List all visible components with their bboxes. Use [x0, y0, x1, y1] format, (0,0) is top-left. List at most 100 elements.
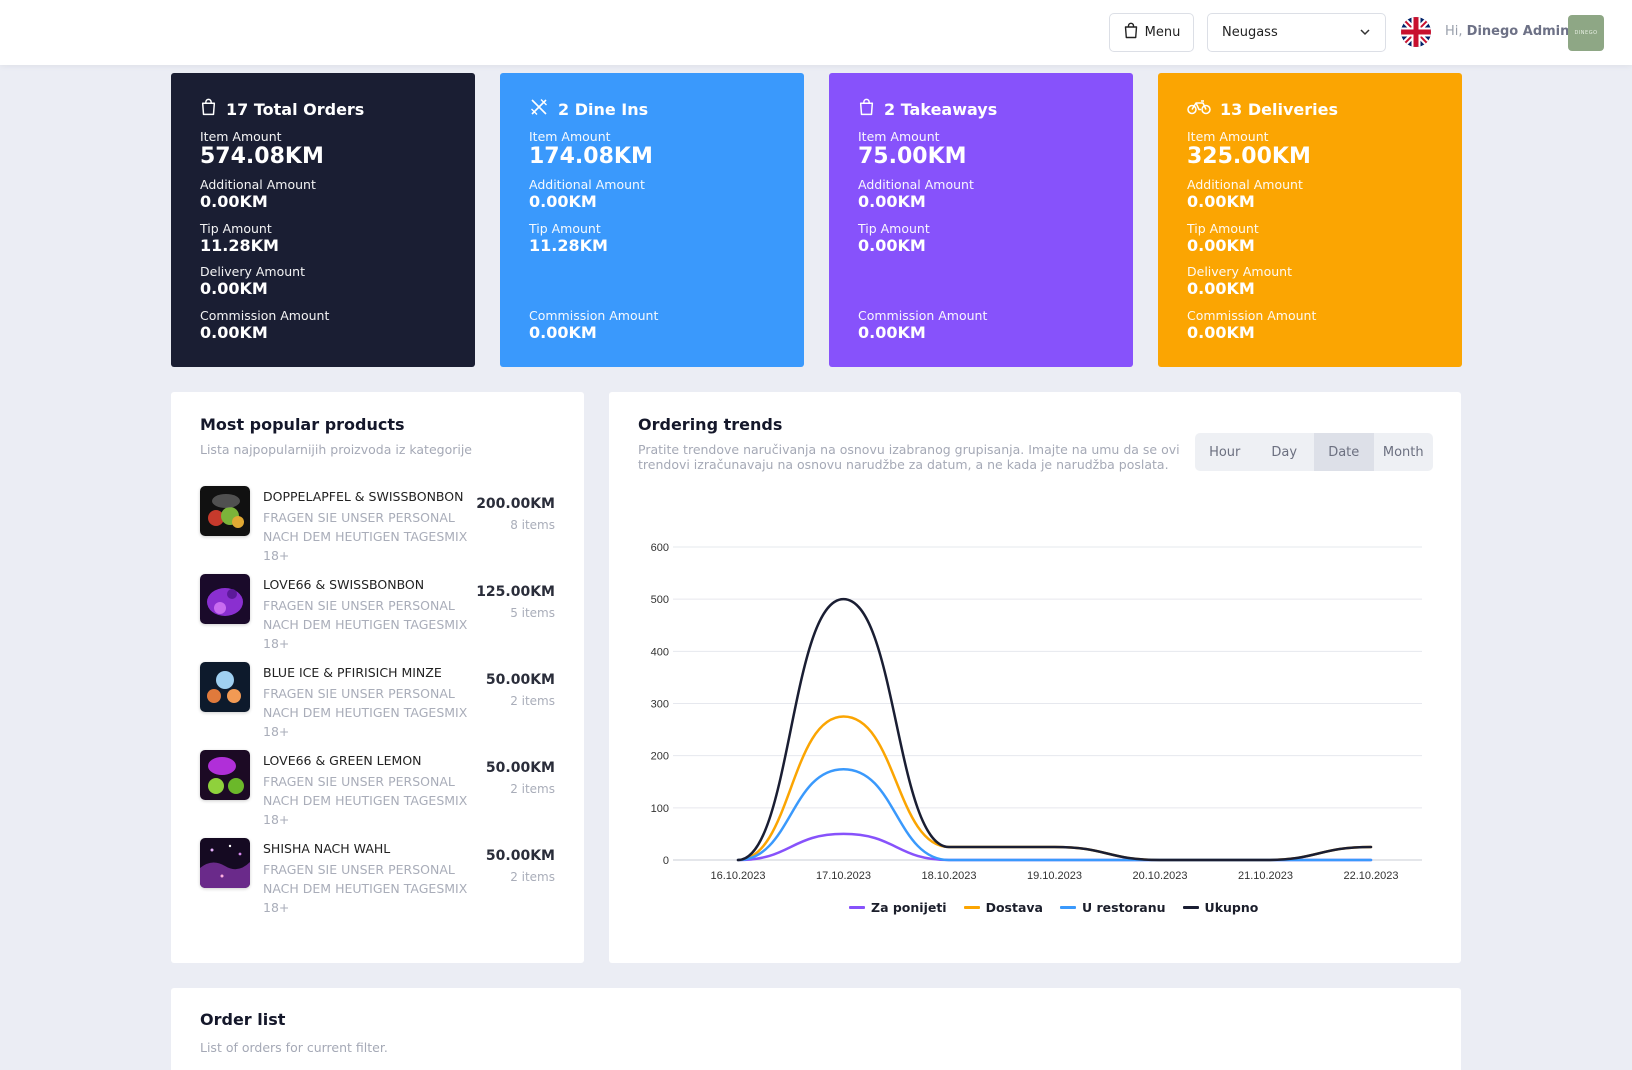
product-price: 50.00KM [485, 760, 555, 776]
panel-subtitle: List of orders for current filter. [200, 1040, 388, 1055]
legend-item[interactable]: Ukupno [1182, 900, 1259, 915]
shopping-bag-icon [858, 98, 875, 120]
additional-amount-label: Additional Amount [1187, 177, 1303, 192]
series-line-ukupno[interactable] [736, 597, 1373, 862]
additional-amount-value: 0.00KM [529, 192, 597, 211]
series-line-dostava[interactable] [736, 715, 1373, 862]
shopping-bag-icon [1123, 22, 1139, 43]
top-bar: Menu Neugass Hi, Dinego Admin DINEGO [0, 0, 1632, 65]
item-amount-value: 75.00KM [858, 144, 967, 169]
tip-amount-value: 11.28KM [200, 236, 279, 255]
y-tick-label: 200 [651, 751, 669, 763]
product-price: 50.00KM [485, 848, 555, 864]
product-image [200, 486, 250, 536]
product-item[interactable]: LOVE66 & SWISSBONBON FRAGEN SIE UNSER PE… [200, 574, 555, 651]
y-tick-label: 600 [651, 542, 669, 554]
item-amount-label: Item Amount [529, 129, 611, 144]
legend-label: Ukupno [1204, 900, 1259, 915]
product-quantity: 2 items [510, 870, 555, 884]
grouping-option-hour[interactable]: Hour [1209, 444, 1241, 460]
shopping-bag-icon [200, 98, 217, 120]
product-image [200, 838, 250, 888]
product-description: FRAGEN SIE UNSER PERSONAL NACH DEM HEUTI… [263, 862, 468, 915]
y-tick-label: 400 [651, 646, 669, 658]
commission-amount-value: 0.00KM [1187, 323, 1255, 342]
delivery-amount-value: 0.00KM [1187, 279, 1255, 298]
popular-products-panel: Most popular products Lista najpopularni… [171, 392, 584, 963]
additional-amount-value: 0.00KM [1187, 192, 1255, 211]
card-deliveries: 13 Deliveries Item Amount 325.00KM Addit… [1158, 73, 1462, 367]
greeting-prefix: Hi, [1445, 24, 1463, 39]
menu-button-label: Menu [1144, 25, 1181, 40]
product-item[interactable]: SHISHA NACH WAHL FRAGEN SIE UNSER PERSON… [200, 838, 555, 915]
product-quantity: 2 items [510, 782, 555, 796]
legend-swatch [1060, 906, 1076, 909]
tip-amount-label: Tip Amount [529, 221, 601, 236]
commission-amount-value: 0.00KM [200, 323, 268, 342]
tip-amount-value: 11.28KM [529, 236, 608, 255]
ordering-trends-panel: Ordering trends Pratite trendove naručiv… [609, 392, 1461, 963]
card-takeaways: 2 Takeaways Item Amount 75.00KM Addition… [829, 73, 1133, 367]
product-name: DOPPELAPFEL & SWISSBONBON [263, 489, 464, 504]
product-item[interactable]: BLUE ICE & PFIRISICH MINZE FRAGEN SIE UN… [200, 662, 555, 739]
item-amount-label: Item Amount [1187, 129, 1269, 144]
card-title: 2 Dine Ins [558, 99, 649, 119]
item-amount-label: Item Amount [858, 129, 940, 144]
product-item[interactable]: LOVE66 & GREEN LEMON FRAGEN SIE UNSER PE… [200, 750, 555, 827]
tip-amount-value: 0.00KM [1187, 236, 1255, 255]
product-name: LOVE66 & GREEN LEMON [263, 753, 422, 768]
chevron-down-icon [1359, 25, 1371, 40]
x-tick-label: 19.10.2023 [1027, 870, 1082, 882]
tip-amount-label: Tip Amount [858, 221, 930, 236]
location-select-value: Neugass [1222, 25, 1278, 40]
y-tick-label: 500 [651, 594, 669, 606]
x-tick-label: 16.10.2023 [710, 870, 765, 882]
x-tick-label: 17.10.2023 [816, 870, 871, 882]
product-description: FRAGEN SIE UNSER PERSONAL NACH DEM HEUTI… [263, 686, 468, 739]
delivery-amount-label: Delivery Amount [200, 264, 305, 279]
additional-amount-value: 0.00KM [200, 192, 268, 211]
grouping-toggle: Hour Day Date Month [1195, 433, 1433, 471]
avatar-text: DINEGO [1574, 30, 1598, 36]
commission-amount-label: Commission Amount [1187, 308, 1317, 323]
commission-amount-label: Commission Amount [529, 308, 659, 323]
legend-item[interactable]: Dostava [963, 900, 1043, 915]
card-title: 13 Deliveries [1220, 99, 1338, 119]
commission-amount-value: 0.00KM [529, 323, 597, 342]
x-tick-label: 18.10.2023 [921, 870, 976, 882]
item-amount-label: Item Amount [200, 129, 282, 144]
y-tick-label: 0 [663, 855, 669, 867]
grouping-option-date[interactable]: Date [1314, 433, 1374, 471]
y-tick-label: 100 [651, 803, 669, 815]
item-amount-value: 325.00KM [1187, 144, 1311, 169]
product-image [200, 750, 250, 800]
commission-amount-label: Commission Amount [200, 308, 330, 323]
legend-label: Za ponijeti [871, 900, 947, 915]
uk-flag-icon[interactable] [1401, 17, 1431, 47]
avatar[interactable]: DINEGO [1568, 15, 1604, 51]
grouping-option-day[interactable]: Day [1271, 444, 1298, 460]
user-greeting[interactable]: Hi, Dinego Admin [1445, 24, 1569, 39]
product-name: SHISHA NACH WAHL [263, 841, 391, 856]
panel-title: Most popular products [200, 415, 405, 434]
tip-amount-label: Tip Amount [1187, 221, 1259, 236]
legend-item[interactable]: Za ponijeti [849, 900, 947, 915]
product-price: 200.00KM [476, 496, 555, 512]
order-list-panel: Order list List of orders for current fi… [171, 988, 1461, 1070]
grouping-option-month[interactable]: Month [1382, 444, 1424, 460]
card-total-orders: 17 Total Orders Item Amount 574.08KM Add… [171, 73, 475, 367]
location-select[interactable]: Neugass [1207, 13, 1386, 52]
legend-label: U restoranu [1082, 900, 1166, 915]
card-title: 2 Takeaways [884, 99, 998, 119]
legend-swatch [849, 906, 865, 909]
product-item[interactable]: DOPPELAPFEL & SWISSBONBON FRAGEN SIE UNS… [200, 486, 555, 563]
legend-swatch [963, 906, 980, 909]
menu-button[interactable]: Menu [1109, 13, 1194, 52]
legend-label: Dostava [985, 900, 1043, 915]
x-tick-label: 21.10.2023 [1238, 870, 1293, 882]
product-name: LOVE66 & SWISSBONBON [263, 577, 425, 592]
legend-item[interactable]: U restoranu [1060, 900, 1166, 915]
ordering-trends-chart: 0 100 200 300 400 500 600 16.10.2023 17.10.2023 1… [651, 542, 1422, 882]
panel-title: Order list [200, 1010, 286, 1029]
product-description: FRAGEN SIE UNSER PERSONAL NACH DEM HEUTI… [263, 598, 468, 651]
